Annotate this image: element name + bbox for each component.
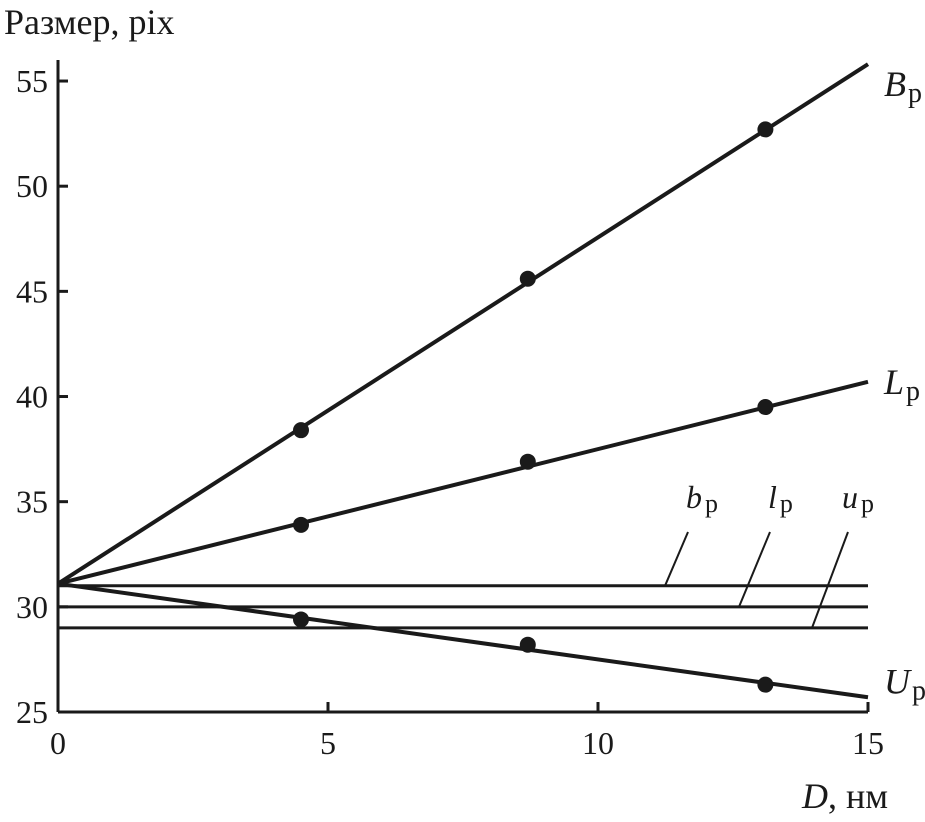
y-tick-label: 55 (16, 63, 48, 99)
data-point-U (293, 611, 309, 628)
series-line-U (57, 581, 869, 700)
x-tick-label: 0 (50, 725, 66, 761)
x-axis-unit: , нм (828, 776, 888, 816)
x-tick-label: 10 (582, 725, 614, 761)
reference-leader-l (738, 531, 771, 608)
reference-leader-b (664, 531, 689, 587)
data-point-B (757, 121, 774, 138)
data-point-L (293, 516, 309, 533)
data-point-U (757, 676, 774, 693)
x-axis-label: D, нм (801, 776, 888, 816)
y-tick-label: 30 (16, 589, 48, 625)
series-label-U: Up (884, 661, 925, 706)
x-axis-variable: D (801, 776, 828, 816)
series-label-L: Lp (883, 362, 920, 407)
y-axis-label: Размер, pix (4, 2, 174, 42)
y-tick-label: 40 (16, 379, 48, 415)
y-tick-label: 35 (16, 484, 48, 520)
data-point-B (293, 422, 309, 439)
x-tick-label: 5 (320, 725, 336, 761)
data-point-U (519, 636, 536, 653)
y-tick-label: 25 (16, 694, 48, 730)
y-tick-label: 50 (16, 168, 48, 204)
series-line-B (56, 62, 870, 586)
series-label-B: Bp (884, 64, 922, 109)
axes: 25 30 35 40 45 50 55 0 5 10 15 (16, 60, 884, 761)
y-tick-label: 45 (16, 273, 48, 309)
series-line-L (57, 379, 869, 586)
reference-leader-u (811, 531, 849, 629)
x-tick-label: 15 (852, 725, 884, 761)
data-point-L (757, 399, 774, 416)
data-point-B (519, 270, 536, 287)
data-point-L (519, 453, 536, 470)
series-group: Bp Lp Up (56, 62, 925, 706)
